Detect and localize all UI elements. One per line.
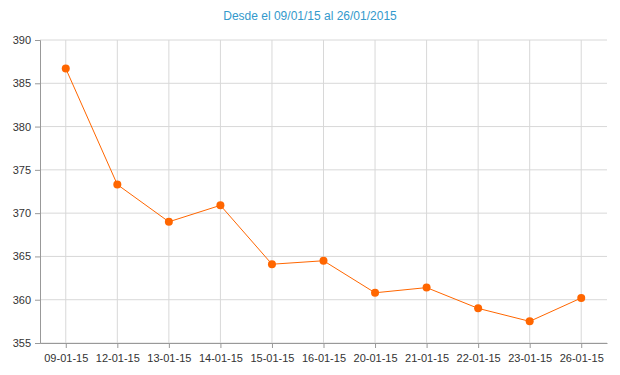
tick-label: 13-01-15 [147,352,191,364]
tick-label: 09-01-15 [44,352,88,364]
tick-mark [35,256,40,257]
tick: 385 [13,77,40,89]
point [320,257,328,265]
point [474,304,482,312]
line [66,69,581,322]
tick-mark [35,83,40,84]
tick-label: 390 [13,34,31,46]
grid-line [478,40,479,343]
tick-mark [581,343,582,348]
point [62,65,70,73]
tick-mark [478,343,479,348]
tick: 380 [13,121,40,133]
tick: 370 [13,207,40,219]
point [371,289,379,297]
tick-label: 20-01-15 [354,352,398,364]
tick-mark [117,343,118,348]
tick-mark [35,213,40,214]
tick-label: 365 [13,250,31,262]
x-axis: 09-01-15 12-01-15 13-01-15 14-01-15 15-01-15… [41,343,608,364]
point [577,294,585,302]
tick-label: 22-01-15 [457,352,501,364]
grid [40,40,607,343]
grid-line [117,40,118,343]
tick-label: 26-01-15 [560,352,604,364]
tick: 390 [13,34,40,46]
chart: Desde el 09/01/15 al 26/01/2015 355 360 365… [0,0,620,375]
grid-line [65,40,66,343]
tick-mark [530,343,531,348]
tick: 360 [13,294,40,306]
tick-mark [35,127,40,128]
tick-label: 15-01-15 [250,352,294,364]
tick-mark [66,343,67,348]
tick-mark [35,40,40,41]
grid-line [323,40,324,343]
tick: 26-01-15 [560,343,604,364]
tick-label: 23-01-15 [508,352,552,364]
tick: 355 [13,337,40,349]
tick-mark [35,343,40,344]
tick-label: 21-01-15 [405,352,449,364]
axis-line [35,41,41,344]
title: Desde el 09/01/15 al 26/01/2015 [223,9,397,23]
tick-label: 12-01-15 [96,352,140,364]
grid-line [168,40,169,343]
tick-mark [220,343,221,348]
tick: 22-01-15 [457,343,501,364]
tick-mark [169,343,170,348]
tick: 375 [13,164,40,176]
tick-mark [35,170,40,171]
grid-line [426,40,427,343]
grid-line [220,40,221,343]
tick: 14-01-15 [199,343,243,364]
tick: 16-01-15 [302,343,346,364]
tick-mark [35,300,40,301]
grid-line [375,40,376,343]
tick-label: 375 [13,164,31,176]
tick: 09-01-15 [44,343,88,364]
grid-line [271,40,272,343]
tick: 21-01-15 [405,343,449,364]
tick: 15-01-15 [250,343,294,364]
tick: 12-01-15 [96,343,140,364]
point [113,181,121,189]
point [216,201,224,209]
tick-label: 14-01-15 [199,352,243,364]
tick-label: 16-01-15 [302,352,346,364]
grid-line [529,40,530,343]
tick-label: 385 [13,77,31,89]
tick: 365 [13,250,40,262]
point [268,260,276,268]
tick-mark [375,343,376,348]
tick-label: 355 [13,337,31,349]
tick-mark [427,343,428,348]
y-axis: 355 360 365 370 375 380 385 390 [13,34,41,349]
point [165,218,173,226]
tick-label: 370 [13,207,31,219]
marks [62,65,585,326]
tick-label: 380 [13,121,31,133]
tick: 13-01-15 [147,343,191,364]
tick: 23-01-15 [508,343,552,364]
tick-label: 360 [13,294,31,306]
plot: 355 360 365 370 375 380 385 390 09-01-15 12-01-15… [13,34,608,364]
tick: 20-01-15 [354,343,398,364]
point [423,284,431,292]
point [526,317,534,325]
tick-mark [324,343,325,348]
tick-mark [272,343,273,348]
